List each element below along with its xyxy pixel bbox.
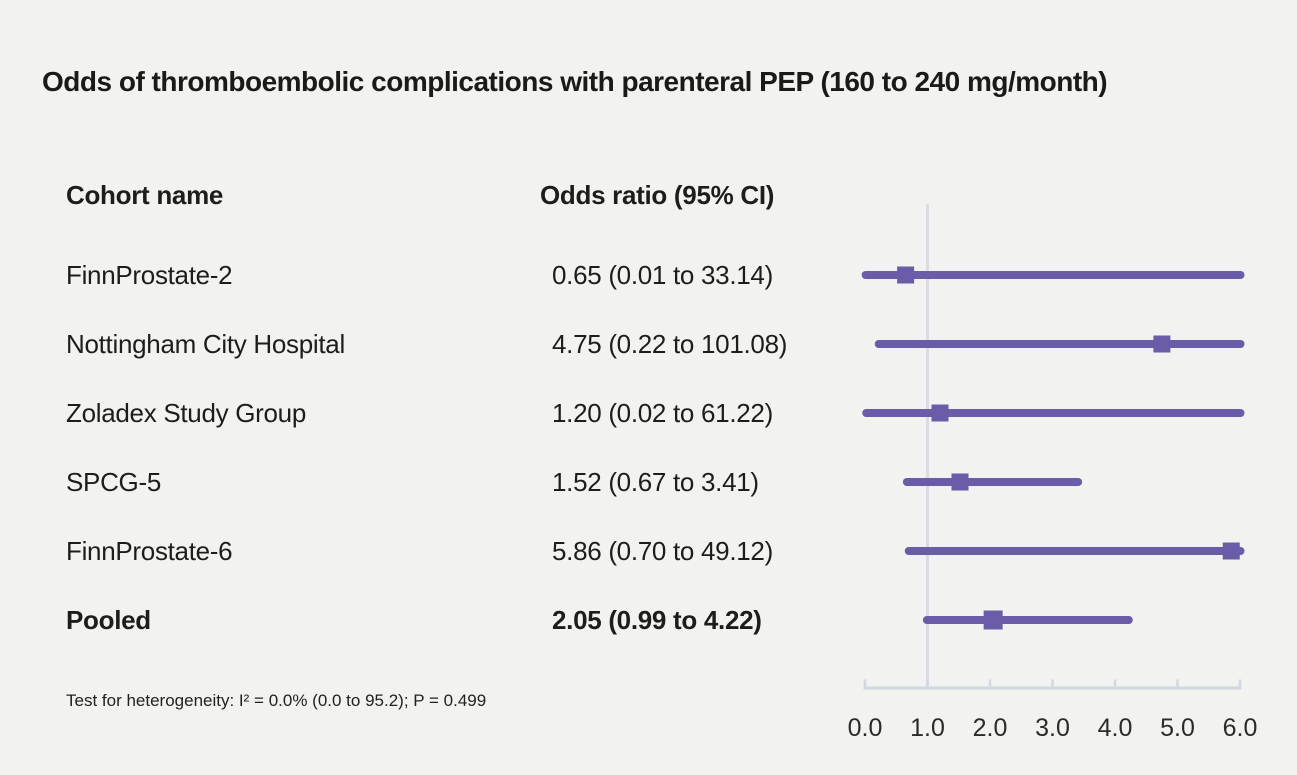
study-or-value-pooled: 2.05 (0.99 to 4.22)	[552, 605, 762, 635]
study-or-value: 5.86 (0.70 to 49.12)	[552, 536, 773, 566]
x-axis-tick-label: 2.0	[973, 714, 1008, 742]
study-name-pooled: Pooled	[66, 605, 151, 635]
column-header-odds-ratio: Odds ratio (95% CI)	[540, 180, 775, 210]
study-name: Nottingham City Hospital	[66, 329, 345, 359]
pooled-estimate-marker	[983, 610, 1003, 630]
study-name: SPCG-5	[66, 467, 162, 497]
x-axis-tick-label: 1.0	[910, 714, 945, 742]
study-estimate-marker	[1222, 542, 1240, 560]
study-name: FinnProstate-6	[66, 536, 233, 566]
figure-title: Odds of thromboembolic complications wit…	[42, 66, 1108, 97]
study-or-value: 1.20 (0.02 to 61.22)	[552, 398, 773, 428]
study-or-value: 4.75 (0.22 to 101.08)	[552, 329, 788, 359]
study-estimate-marker	[1153, 335, 1171, 353]
study-name: FinnProstate-2	[66, 260, 233, 290]
x-axis-tick-label: 5.0	[1160, 714, 1195, 742]
study-estimate-marker	[897, 266, 915, 284]
column-header-cohort: Cohort name	[66, 180, 224, 210]
heterogeneity-footnote: Test for heterogeneity: I² = 0.0% (0.0 t…	[66, 691, 487, 710]
x-axis-tick-label: 6.0	[1223, 714, 1258, 742]
study-or-value: 0.65 (0.01 to 33.14)	[552, 260, 773, 290]
study-name: Zoladex Study Group	[66, 398, 306, 428]
x-axis-tick-label: 0.0	[848, 714, 883, 742]
study-or-value: 1.52 (0.67 to 3.41)	[552, 467, 759, 497]
study-estimate-marker	[951, 473, 969, 491]
study-estimate-marker	[931, 404, 949, 422]
x-axis-tick-label: 4.0	[1098, 714, 1133, 742]
x-axis-tick-label: 3.0	[1035, 714, 1070, 742]
